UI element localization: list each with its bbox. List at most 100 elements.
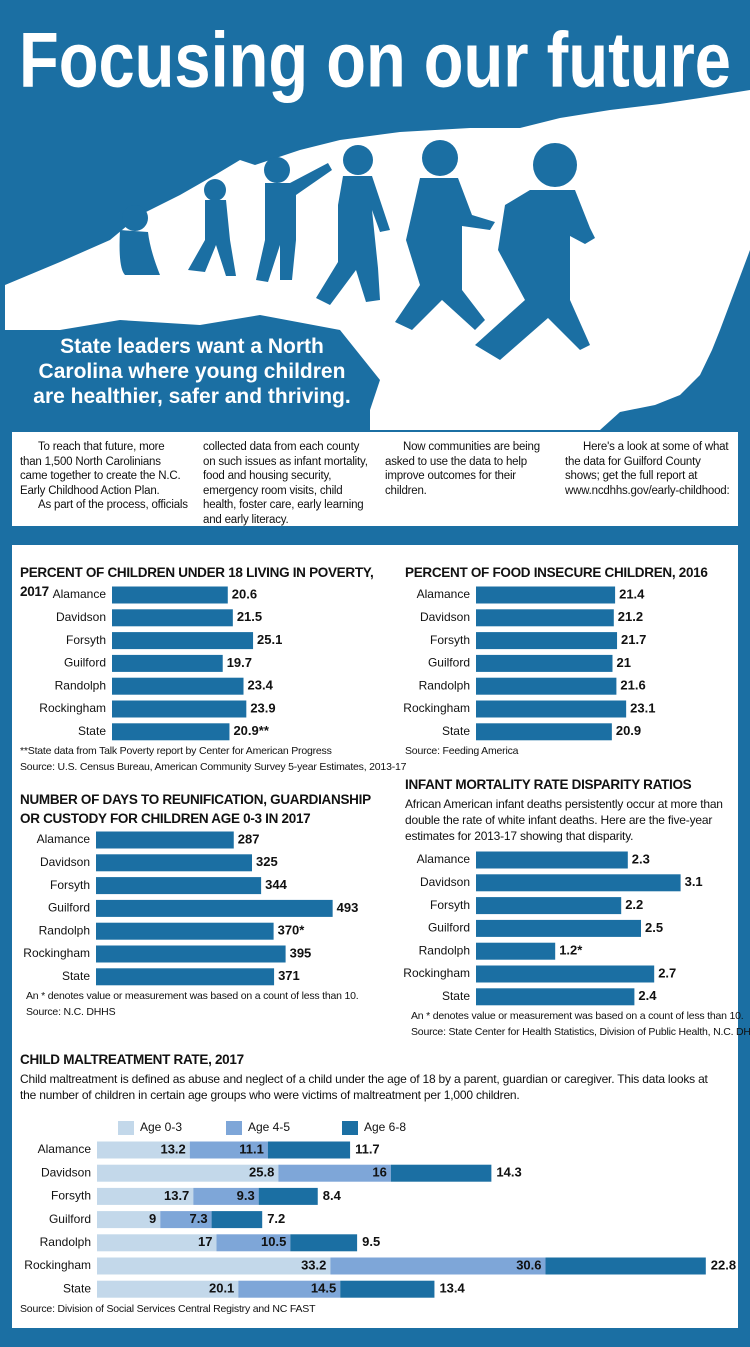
value-label: 2.4 — [638, 988, 657, 1003]
chart-title: NUMBER OF DAYS TO REUNIFICATION, GUARDIA… — [20, 792, 371, 826]
value-label: 325 — [256, 854, 278, 869]
category-label: Randolph — [419, 678, 470, 692]
intro-paragraph: As part of the process, officials — [38, 499, 188, 511]
value-label: 20.9** — [233, 723, 269, 738]
bar — [476, 874, 681, 892]
value-label: 14.3 — [496, 1165, 521, 1180]
category-label: Guilford — [428, 656, 470, 670]
bar-segment — [97, 1280, 239, 1298]
category-label: Forsyth — [430, 633, 470, 647]
bar — [112, 609, 233, 627]
value-label: 1.2* — [559, 943, 583, 958]
bar-segment — [160, 1211, 212, 1229]
bar — [112, 632, 254, 650]
category-label: Forsyth — [51, 1189, 91, 1203]
bar — [476, 897, 622, 915]
value-label: 2.3 — [632, 851, 650, 866]
value-label: 33.2 — [301, 1257, 326, 1272]
value-label: 16 — [372, 1165, 386, 1180]
bar — [96, 968, 275, 986]
value-label: 11.7 — [355, 1141, 380, 1156]
bar — [476, 609, 614, 627]
children-silhouettes — [119, 140, 595, 360]
category-label: State — [78, 724, 106, 738]
chart-note: Source: Division of Social Services Cent… — [20, 1303, 316, 1316]
chart-note: Source: Feeding America — [405, 744, 519, 757]
category-label: Randolph — [39, 923, 90, 937]
value-label: 9 — [149, 1211, 156, 1226]
value-label: 10.5 — [261, 1234, 286, 1249]
bar — [476, 586, 616, 604]
bar — [96, 899, 333, 917]
bar-segment — [97, 1257, 331, 1275]
bar — [112, 700, 247, 718]
bar — [96, 854, 252, 872]
value-label: 370* — [278, 923, 306, 938]
chart-note: **State data from Talk Poverty report by… — [20, 744, 332, 757]
value-label: 11.1 — [239, 1141, 264, 1156]
chart-note: Source: N.C. DHHS — [26, 1005, 116, 1018]
bar — [96, 945, 286, 963]
bar-segment — [267, 1141, 351, 1159]
category-label: Rockingham — [403, 966, 470, 980]
bar-segment — [211, 1211, 263, 1229]
value-label: 30.6 — [516, 1257, 541, 1272]
bar-segment — [189, 1141, 268, 1159]
bar — [476, 942, 556, 960]
chart-note: Source: State Center for Health Statisti… — [411, 1025, 750, 1038]
value-label: 2.2 — [625, 897, 643, 912]
category-label: Rockingham — [39, 701, 106, 715]
value-label: 23.9 — [250, 700, 275, 715]
value-label: 493 — [337, 900, 359, 915]
category-label: Alamance — [417, 852, 471, 866]
bar — [476, 851, 628, 869]
bar — [476, 723, 612, 741]
category-label: Guilford — [428, 921, 470, 935]
bar — [112, 677, 244, 695]
chart-note: An * denotes value or measurement was ba… — [411, 1009, 744, 1022]
bar-segment — [97, 1141, 190, 1159]
intro-column: Here's a look at some of what the data f… — [565, 440, 733, 498]
legend-swatch — [342, 1121, 358, 1135]
category-label: Rockingham — [24, 1258, 91, 1272]
bar — [476, 632, 618, 650]
bar-segment — [545, 1257, 706, 1275]
category-label: Rockingham — [23, 946, 90, 960]
category-label: Davidson — [40, 855, 90, 869]
value-label: 3.1 — [685, 874, 703, 889]
category-label: Guilford — [49, 1212, 91, 1226]
bar — [476, 919, 641, 937]
value-label: 21.7 — [621, 632, 646, 647]
category-label: Alamance — [53, 587, 107, 601]
category-label: Guilford — [64, 656, 106, 670]
bar — [476, 988, 635, 1006]
legend-label: Age 0-3 — [140, 1120, 182, 1134]
value-label: 20.6 — [232, 586, 257, 601]
intro-paragraph: Now communities are being asked to use t… — [385, 441, 540, 497]
chart-description: Child maltreatment is defined as abuse a… — [20, 1072, 708, 1102]
category-label: Forsyth — [66, 633, 106, 647]
value-label: 2.5 — [645, 920, 663, 935]
chart-title: PERCENT OF CHILDREN UNDER 18 LIVING IN P… — [20, 565, 374, 599]
value-label: 13.2 — [160, 1141, 185, 1156]
bar-segment — [97, 1211, 161, 1229]
bar — [476, 700, 627, 718]
category-label: Davidson — [56, 610, 106, 624]
value-label: 344 — [265, 877, 287, 892]
value-label: 21.6 — [620, 678, 645, 693]
category-label: State — [63, 1281, 91, 1295]
intro-column: Now communities are being asked to use t… — [385, 440, 553, 498]
category-label: Randolph — [40, 1235, 91, 1249]
value-label: 7.3 — [190, 1211, 208, 1226]
bar — [96, 922, 274, 940]
bar — [112, 723, 230, 741]
category-label: Alamance — [417, 587, 471, 601]
bar — [476, 654, 613, 672]
bar-segment — [278, 1164, 391, 1182]
category-label: Davidson — [420, 610, 470, 624]
bar — [476, 677, 617, 695]
chart-note: An * denotes value or measurement was ba… — [26, 989, 359, 1002]
value-label: 25.1 — [257, 632, 282, 647]
value-label: 21.4 — [619, 586, 645, 601]
bar-segment — [340, 1280, 435, 1298]
